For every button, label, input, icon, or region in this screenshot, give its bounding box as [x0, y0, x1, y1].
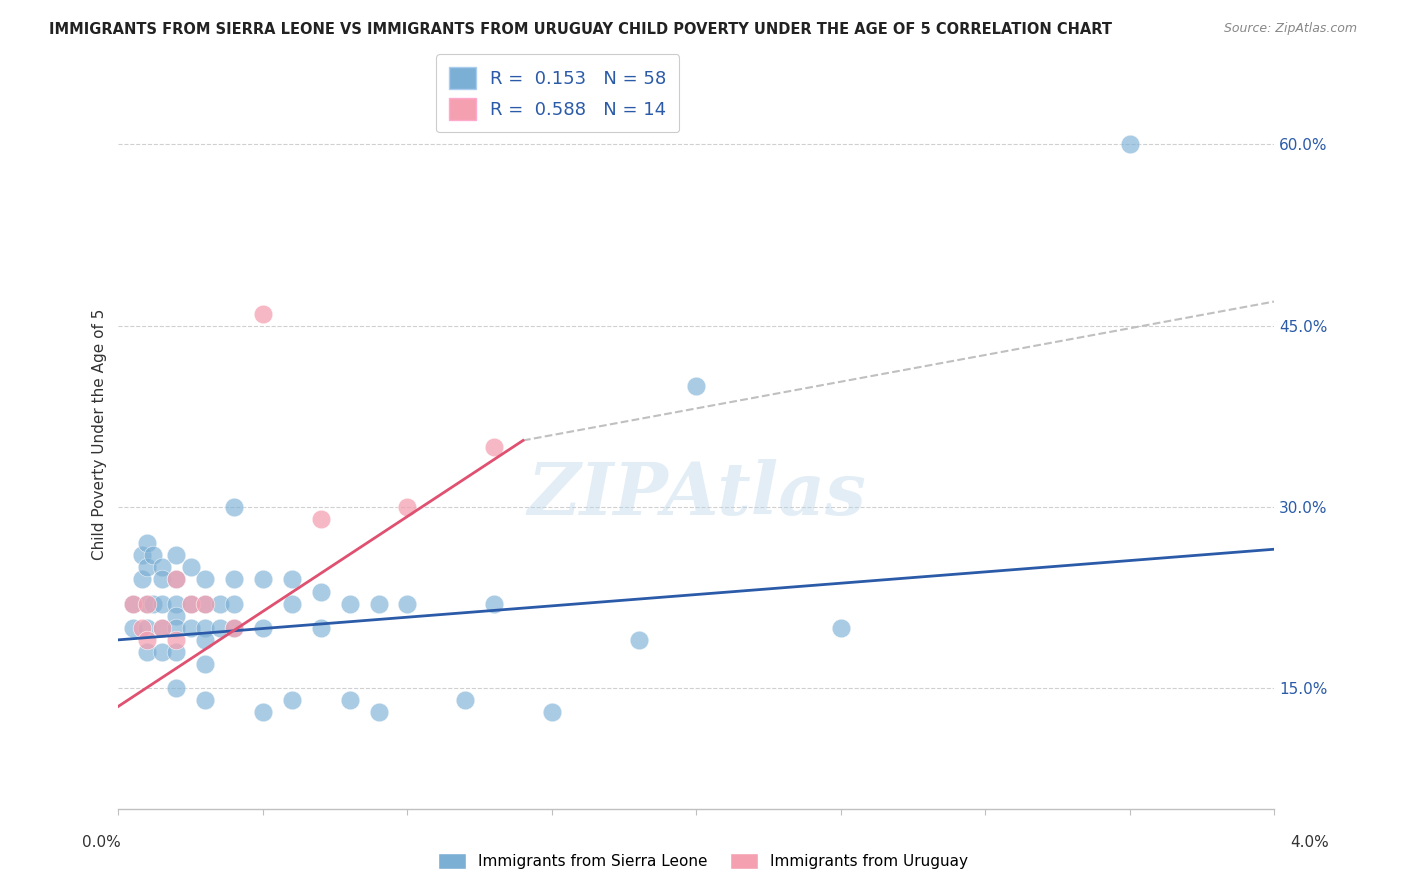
Point: [281, 693, 304, 707]
Legend: Immigrants from Sierra Leone, Immigrants from Uruguay: Immigrants from Sierra Leone, Immigrants…: [432, 847, 974, 875]
Point: [122, 597, 145, 611]
Point: [165, 681, 187, 695]
Point: [150, 621, 173, 635]
Point: [194, 693, 217, 707]
Point: [180, 597, 202, 611]
Point: [685, 379, 707, 393]
Point: [252, 706, 274, 720]
Point: [367, 597, 389, 611]
Point: [627, 632, 650, 647]
Point: [208, 621, 231, 635]
Point: [136, 621, 159, 635]
Point: [150, 621, 173, 635]
Point: [194, 597, 217, 611]
Point: [165, 632, 187, 647]
Point: [142, 597, 165, 611]
Point: [194, 573, 217, 587]
Point: [339, 597, 361, 611]
Point: [131, 621, 153, 635]
Text: 4.0%: 4.0%: [1289, 836, 1329, 850]
Point: [165, 645, 187, 659]
Point: [180, 621, 202, 635]
Point: [208, 597, 231, 611]
Point: [396, 597, 419, 611]
Point: [830, 621, 852, 635]
Point: [194, 597, 217, 611]
Y-axis label: Child Poverty Under the Age of 5: Child Poverty Under the Age of 5: [93, 309, 107, 560]
Point: [252, 621, 274, 635]
Point: [541, 706, 564, 720]
Point: [222, 500, 245, 514]
Point: [222, 597, 245, 611]
Point: [136, 645, 159, 659]
Point: [136, 632, 159, 647]
Point: [222, 621, 245, 635]
Point: [222, 573, 245, 587]
Point: [194, 657, 217, 671]
Point: [136, 536, 159, 550]
Point: [150, 560, 173, 574]
Text: 0.0%: 0.0%: [82, 836, 121, 850]
Point: [150, 645, 173, 659]
Point: [131, 548, 153, 562]
Point: [165, 621, 187, 635]
Point: [1119, 137, 1142, 152]
Point: [165, 548, 187, 562]
Point: [309, 621, 332, 635]
Point: [309, 584, 332, 599]
Point: [131, 573, 153, 587]
Point: [396, 500, 419, 514]
Point: [180, 560, 202, 574]
Point: [142, 548, 165, 562]
Point: [281, 573, 304, 587]
Text: IMMIGRANTS FROM SIERRA LEONE VS IMMIGRANTS FROM URUGUAY CHILD POVERTY UNDER THE : IMMIGRANTS FROM SIERRA LEONE VS IMMIGRAN…: [49, 22, 1112, 37]
Point: [122, 597, 145, 611]
Point: [122, 621, 145, 635]
Text: Source: ZipAtlas.com: Source: ZipAtlas.com: [1223, 22, 1357, 36]
Point: [194, 621, 217, 635]
Point: [150, 597, 173, 611]
Point: [165, 608, 187, 623]
Point: [339, 693, 361, 707]
Point: [482, 440, 505, 454]
Point: [454, 693, 477, 707]
Point: [252, 573, 274, 587]
Text: ZIPAtlas: ZIPAtlas: [527, 458, 866, 530]
Point: [482, 597, 505, 611]
Point: [150, 573, 173, 587]
Point: [165, 573, 187, 587]
Point: [252, 307, 274, 321]
Point: [165, 573, 187, 587]
Point: [136, 560, 159, 574]
Point: [136, 597, 159, 611]
Point: [222, 621, 245, 635]
Point: [136, 597, 159, 611]
Point: [367, 706, 389, 720]
Legend: R =  0.153   N = 58, R =  0.588   N = 14: R = 0.153 N = 58, R = 0.588 N = 14: [436, 54, 679, 132]
Point: [165, 597, 187, 611]
Point: [281, 597, 304, 611]
Point: [309, 512, 332, 526]
Point: [180, 597, 202, 611]
Point: [194, 632, 217, 647]
